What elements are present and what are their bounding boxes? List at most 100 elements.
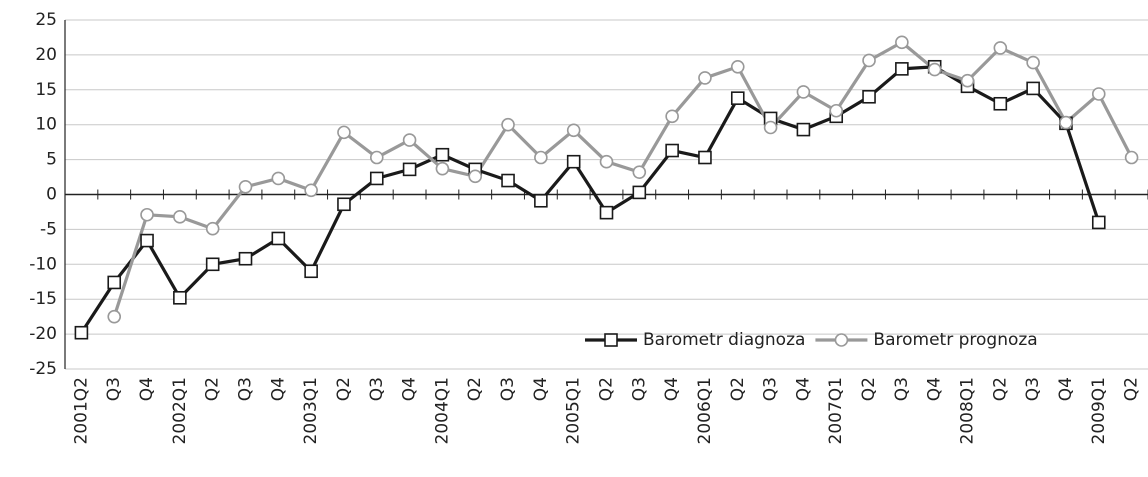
x-tick-label: Q2 — [465, 377, 485, 401]
y-tick-label: -20 — [29, 324, 57, 344]
marker — [534, 193, 548, 208]
y-tick-label: -25 — [29, 359, 57, 379]
marker — [862, 89, 876, 104]
marker — [566, 154, 581, 169]
marker — [698, 71, 712, 85]
marker — [304, 264, 318, 279]
x-tick-label: 2002Q1 — [170, 377, 190, 444]
marker — [960, 73, 975, 88]
marker — [304, 183, 318, 198]
marker — [74, 325, 89, 340]
x-tick-label: 2005Q1 — [564, 377, 584, 444]
legend-label: Barometr diagnoza — [643, 330, 805, 350]
marker — [1026, 81, 1040, 96]
x-tick-label: Q3 — [629, 377, 649, 401]
x-tick-label: Q3 — [236, 377, 256, 401]
marker — [599, 205, 614, 220]
marker — [829, 103, 844, 118]
marker — [566, 123, 581, 138]
x-tick-label: Q2 — [203, 377, 223, 401]
marker — [730, 91, 745, 105]
marker — [862, 53, 876, 68]
marker — [1026, 55, 1040, 70]
x-tick-label: 2006Q1 — [695, 377, 715, 444]
legend-marker — [604, 333, 618, 347]
marker — [730, 59, 745, 74]
marker — [1091, 215, 1106, 230]
x-tick-label: Q2 — [859, 377, 879, 401]
x-tick-label: 2007Q1 — [826, 377, 846, 444]
marker — [402, 133, 417, 147]
y-tick-label: 25 — [35, 10, 57, 30]
marker — [665, 143, 679, 158]
marker — [665, 109, 679, 124]
marker — [501, 117, 515, 132]
marker — [107, 309, 122, 324]
x-tick-label: Q4 — [268, 377, 288, 401]
x-tick-label: Q3 — [498, 377, 518, 401]
y-tick-label: 20 — [35, 45, 57, 65]
marker — [271, 171, 286, 186]
x-tick-label: Q2 — [334, 377, 354, 401]
x-tick-label: Q4 — [137, 377, 157, 401]
y-tick-label: -10 — [29, 254, 57, 274]
x-tick-label: 2004Q1 — [432, 377, 452, 444]
y-tick-label: 15 — [35, 80, 57, 100]
legend: Barometr diagnoza Barometr prognoza — [585, 330, 1038, 350]
marker — [402, 162, 417, 177]
marker — [599, 154, 614, 169]
x-tick-label: Q4 — [400, 377, 420, 401]
series-line — [112, 40, 1134, 318]
marker — [632, 165, 647, 179]
marker — [993, 96, 1008, 111]
x-tick-label: Q3 — [761, 377, 781, 401]
x-tick-label: Q3 — [104, 377, 124, 401]
marker — [468, 169, 483, 184]
marker — [238, 251, 253, 266]
marker — [205, 257, 220, 272]
marker — [534, 150, 548, 165]
marker — [337, 197, 351, 212]
x-tick-label: Q4 — [662, 377, 682, 401]
y-tick-label: -15 — [29, 289, 57, 309]
marker — [238, 180, 253, 194]
x-tick-label: Q3 — [1023, 377, 1043, 401]
x-tick-label: Q4 — [793, 377, 813, 401]
marker — [435, 147, 450, 162]
x-tick-label: Q4 — [531, 377, 551, 401]
legend-marker — [834, 333, 849, 347]
x-tick-label: 2003Q1 — [301, 377, 321, 444]
x-tick-label: 2009Q1 — [1089, 377, 1109, 444]
marker — [205, 221, 220, 236]
marker — [895, 35, 909, 50]
marker — [140, 233, 154, 248]
marker — [435, 161, 450, 176]
x-tick-label: Q2 — [1122, 377, 1142, 401]
y-tick-label: 5 — [46, 150, 57, 170]
x-tick-label: 2001Q2 — [71, 377, 91, 444]
marker — [993, 41, 1008, 55]
y-tick-label: 0 — [46, 185, 57, 205]
marker — [369, 150, 384, 165]
x-tick-label: Q2 — [728, 377, 748, 401]
marker — [337, 125, 351, 140]
marker — [796, 85, 811, 99]
marker — [369, 171, 384, 186]
x-tick-label: Q2 — [597, 377, 617, 401]
x-tick-label: 2008Q1 — [958, 377, 978, 444]
marker — [1091, 87, 1106, 101]
marker — [763, 120, 778, 135]
marker — [1124, 150, 1139, 165]
marker — [140, 207, 154, 222]
x-tick-label: Q3 — [367, 377, 387, 401]
x-tick-label: Q4 — [925, 377, 945, 401]
marker — [107, 275, 122, 290]
y-tick-label: 10 — [35, 115, 57, 135]
marker — [501, 173, 515, 188]
y-tick-label: -5 — [40, 219, 57, 239]
marker — [271, 231, 286, 246]
marker — [927, 62, 942, 77]
x-tick-label: Q2 — [990, 377, 1010, 401]
x-tick-label: Q4 — [1056, 377, 1076, 401]
